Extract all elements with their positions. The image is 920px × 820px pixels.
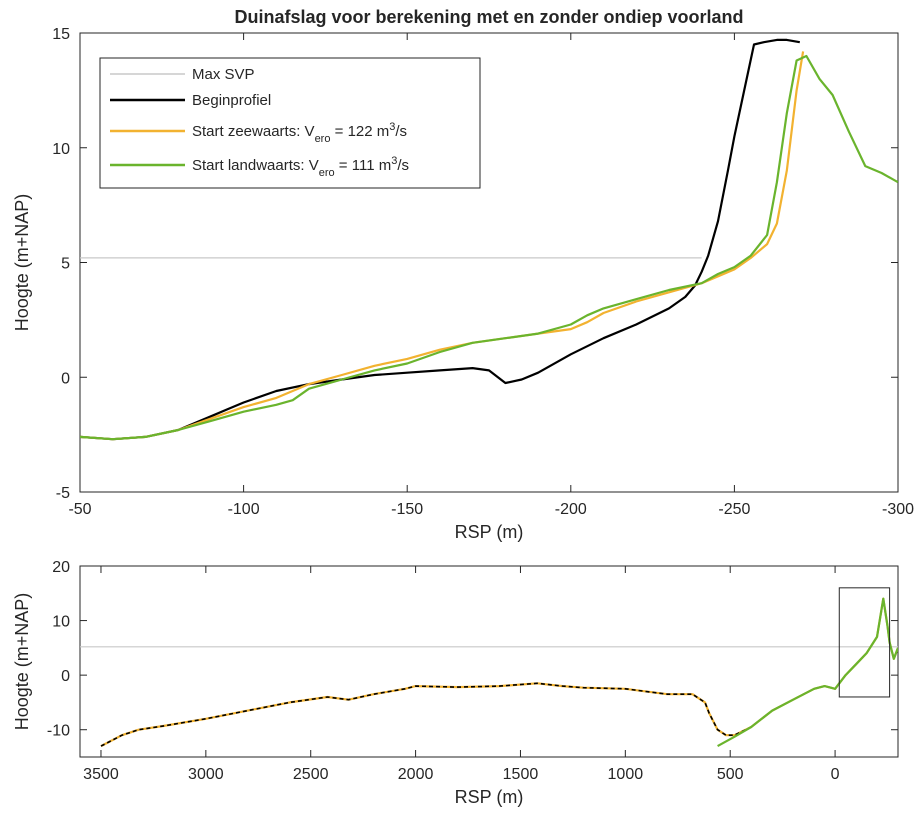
- x-axis-label: RSP (m): [455, 787, 524, 807]
- legend-legend-end: /s: [395, 123, 407, 140]
- x-tick-label: 2500: [293, 766, 329, 783]
- y-tick-label: 10: [52, 141, 70, 158]
- x-tick-label: 1500: [503, 766, 539, 783]
- series-line-start-zeewaarts: [100, 597, 898, 748]
- legend-label: Start zeewaarts: Vero = 122 m3/s: [192, 121, 407, 145]
- axes-box: [79, 565, 899, 758]
- legend-legend-mid: = 122 m: [330, 123, 389, 140]
- plot-panel-1: 3500 3000 2500 2000 1500 1000 500 0 -10 0 10 20 RSP …: [12, 559, 899, 807]
- x-tick-label: -250: [718, 501, 750, 518]
- series-line-beginprofiel: [80, 38, 800, 441]
- y-axis-label: Hoogte (m+NAP): [12, 194, 32, 332]
- series-line-beginprofiel: [100, 597, 898, 747]
- series-group: [80, 597, 898, 748]
- legend-legend-main: Start landwaarts: V: [192, 157, 319, 174]
- legend-legend-end: /s: [397, 157, 409, 174]
- x-tick-label: 500: [717, 766, 744, 783]
- zoom-box: [838, 587, 891, 698]
- x-tick-label: 2000: [398, 766, 434, 783]
- y-tick-label: 15: [52, 26, 70, 43]
- y-axis-label: Hoogte (m+NAP): [12, 593, 32, 731]
- y-tick-label: 5: [61, 256, 70, 273]
- legend-legend-sup: 3: [391, 155, 397, 167]
- legend-legend-sub: ero: [315, 133, 331, 145]
- x-tick-label: -100: [228, 501, 260, 518]
- legend-legend-mid: = 111 m: [335, 157, 392, 174]
- legend-legend-main: Start zeewaarts: V: [192, 123, 315, 140]
- x-tick-label: -150: [391, 501, 423, 518]
- legend-legend-sup: 3: [389, 121, 395, 133]
- x-tick-label: -300: [882, 501, 914, 518]
- x-tick-label: -200: [555, 501, 587, 518]
- y-tick-label: 10: [52, 614, 70, 631]
- legend-label: Start landwaarts: Vero = 111 m3/s: [192, 155, 409, 179]
- legend-legend-sub: ero: [319, 167, 335, 179]
- y-tick-label: -10: [47, 723, 70, 740]
- y-tick-label: 20: [52, 559, 70, 576]
- series-line-start-landwaarts: [717, 597, 898, 748]
- legend-label: Max SVP: [192, 66, 255, 83]
- y-tick-label: 0: [61, 668, 70, 685]
- x-tick-label: -50: [68, 501, 91, 518]
- x-tick-label: 1000: [608, 766, 644, 783]
- legend-box: [99, 57, 481, 189]
- x-axis-label: RSP (m): [455, 522, 524, 542]
- legend-label: Beginprofiel: [192, 92, 271, 109]
- series-group: [80, 38, 898, 441]
- y-tick-label: 0: [61, 370, 70, 387]
- series-line-start-landwaarts-v-ero-111-m-s: [80, 54, 898, 441]
- y-tick-label: -5: [56, 485, 70, 502]
- x-tick-label: 3500: [83, 766, 119, 783]
- x-tick-label: 3000: [188, 766, 224, 783]
- x-tick-label: 0: [831, 766, 840, 783]
- chart-title: Duinafslag voor berekening met en zonder…: [234, 7, 743, 27]
